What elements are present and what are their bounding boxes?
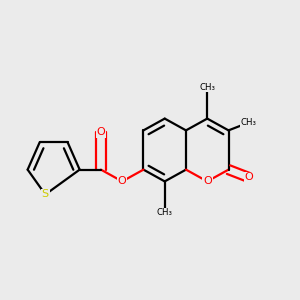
Text: O: O [244,172,253,182]
Text: S: S [42,190,49,200]
Text: CH₃: CH₃ [199,83,215,92]
Text: O: O [97,127,105,137]
Text: CH₃: CH₃ [241,118,257,127]
Text: CH₃: CH₃ [157,208,173,217]
Text: O: O [203,176,212,186]
Text: O: O [118,176,127,186]
